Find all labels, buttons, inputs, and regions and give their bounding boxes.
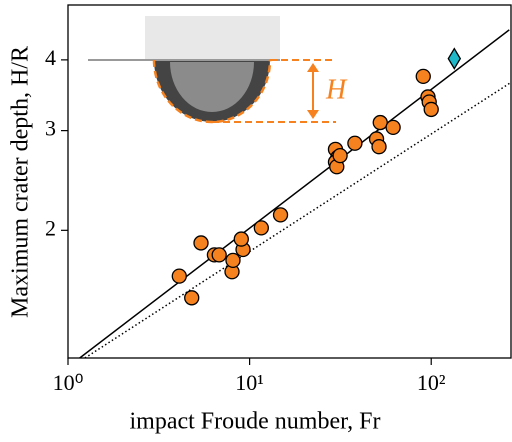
point [184,290,200,306]
point [211,247,227,263]
point [332,147,348,164]
fit-line [79,29,510,358]
point [371,139,387,155]
annotation: H [325,74,348,105]
y-tick-label: 4 [45,45,56,70]
point [171,268,187,284]
diamond-marker [447,47,462,70]
point [347,135,363,151]
y-axis-label: Maximum crater depth, H/R [8,46,34,318]
crater-inner [170,62,254,112]
y-tick-label: 3 [45,116,56,141]
point [272,207,289,223]
x-tick-label: 10² [417,370,446,395]
point [253,220,269,236]
point [415,68,431,85]
point [385,119,401,136]
splash [145,16,280,60]
x-tick-label: 10⁰ [53,370,84,395]
fit-line [84,81,511,358]
x-axis-label: impact Froude number, Fr [130,409,381,435]
point [225,252,241,269]
inset-image: H [88,16,348,124]
point [372,114,388,131]
point [423,101,439,118]
x-tick-label: 10¹ [235,370,264,395]
point [233,231,249,247]
plot-frame [67,4,512,359]
y-tick-label: 2 [45,215,56,240]
point [193,235,209,251]
